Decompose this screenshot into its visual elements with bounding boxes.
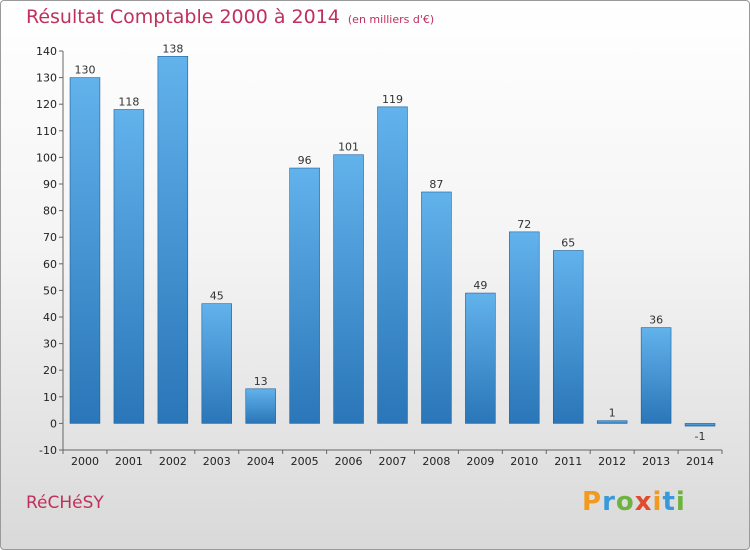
x-tick-label: 2001 bbox=[115, 455, 143, 468]
chart-unit: (en milliers d'€) bbox=[347, 13, 435, 26]
x-tick-label: 2013 bbox=[642, 455, 670, 468]
data-label: 49 bbox=[473, 279, 487, 292]
y-tick-label: 140 bbox=[36, 45, 57, 58]
y-tick-label: 10 bbox=[43, 391, 57, 404]
bar bbox=[157, 56, 189, 424]
y-tick-label: 30 bbox=[43, 338, 57, 351]
x-tick-label: 2011 bbox=[554, 455, 582, 468]
chart-title-text: Résultat Comptable 2000 à 2014 bbox=[26, 6, 340, 28]
x-tick-label: 2010 bbox=[510, 455, 538, 468]
chart-title: Résultat Comptable 2000 à 2014 (en millie… bbox=[26, 6, 434, 28]
x-tick-label: 2008 bbox=[422, 455, 450, 468]
data-label: 96 bbox=[298, 154, 312, 167]
x-tick-label: 2003 bbox=[203, 455, 231, 468]
data-label: -1 bbox=[695, 430, 706, 443]
bars bbox=[69, 56, 716, 427]
proxiti-logo: Proxiti bbox=[582, 487, 686, 517]
x-tick-label: 2007 bbox=[379, 455, 407, 468]
data-label: 36 bbox=[649, 314, 663, 327]
bar bbox=[377, 106, 408, 424]
y-tick-label: 40 bbox=[43, 311, 57, 324]
bar bbox=[201, 303, 233, 424]
x-tick-label: 2005 bbox=[291, 455, 319, 468]
y-tick-label: 50 bbox=[43, 284, 57, 297]
data-label: 13 bbox=[254, 375, 268, 388]
y-tick-label: 100 bbox=[36, 151, 57, 164]
y-tick-label: 90 bbox=[43, 178, 57, 191]
y-tick-label: 70 bbox=[43, 231, 57, 244]
x-tick-label: 2009 bbox=[466, 455, 494, 468]
data-label: 118 bbox=[118, 96, 139, 109]
bar bbox=[552, 250, 584, 424]
bar bbox=[465, 292, 496, 424]
logo-letter: i bbox=[675, 487, 686, 517]
data-label: 87 bbox=[429, 178, 443, 191]
y-tick-label: 130 bbox=[36, 72, 57, 85]
y-tick-label: 0 bbox=[50, 417, 57, 430]
data-label: 72 bbox=[517, 218, 531, 231]
x-tick-label: 2004 bbox=[247, 455, 275, 468]
x-tick-label: 2002 bbox=[159, 455, 187, 468]
bar bbox=[113, 109, 145, 424]
logo-letter: r bbox=[602, 487, 616, 517]
x-tick-label: 2012 bbox=[598, 455, 626, 468]
logo-letter: o bbox=[615, 487, 635, 517]
y-tick-label: 80 bbox=[43, 205, 57, 218]
bar bbox=[69, 77, 101, 424]
data-label: 119 bbox=[382, 93, 403, 106]
bar bbox=[684, 423, 716, 427]
bar bbox=[509, 231, 540, 424]
bar bbox=[289, 167, 320, 424]
bar bbox=[596, 420, 628, 424]
y-tick-label: 20 bbox=[43, 364, 57, 377]
bar bbox=[640, 327, 672, 424]
y-tick-label: 110 bbox=[36, 125, 57, 138]
logo-letter: x bbox=[634, 487, 653, 517]
data-label: 45 bbox=[210, 290, 224, 303]
data-label: 1 bbox=[609, 407, 616, 420]
logo-letter: t bbox=[662, 487, 676, 517]
bar bbox=[245, 388, 276, 424]
x-tick-label: 2006 bbox=[335, 455, 363, 468]
logo-letter: i bbox=[652, 487, 663, 517]
bar bbox=[333, 154, 364, 424]
logo-letter: P bbox=[582, 487, 603, 517]
data-label: 101 bbox=[338, 141, 359, 154]
data-labels: 130 118 138 45 13 96 101 119 87 49 72 65 1 36 -1 bbox=[74, 42, 705, 443]
y-tick-label: 60 bbox=[43, 258, 57, 271]
data-label: 65 bbox=[561, 237, 575, 250]
y-tick-label: -10 bbox=[39, 444, 57, 457]
y-tick-label: 120 bbox=[36, 98, 57, 111]
commune-name: RéCHéSY bbox=[26, 493, 104, 513]
x-tick-label: 2014 bbox=[686, 455, 714, 468]
x-tick-label: 2000 bbox=[71, 455, 99, 468]
axes: -10 0 10 20 30 40 50 60 70 80 90 100 110 120 130 140 200… bbox=[36, 45, 723, 468]
data-label: 138 bbox=[162, 42, 183, 55]
data-label: 130 bbox=[74, 64, 95, 77]
bar bbox=[421, 191, 452, 424]
